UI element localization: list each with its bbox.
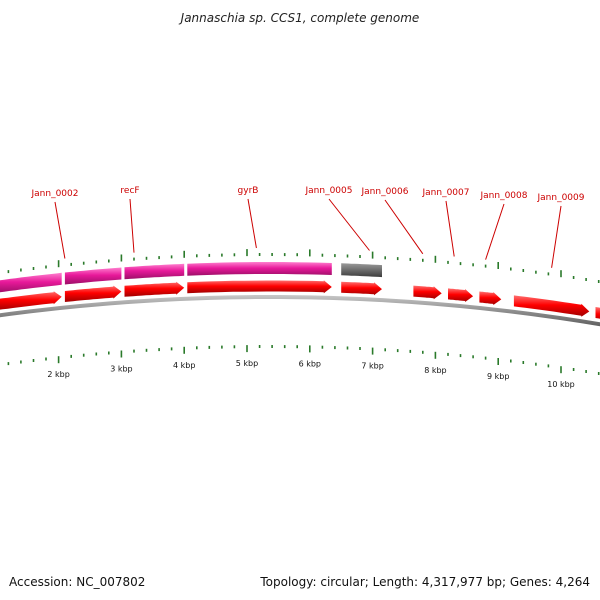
feature-top-1[interactable] <box>0 272 62 293</box>
gene-label-6[interactable]: Jann_0008 <box>480 191 528 201</box>
feature-top-4[interactable] <box>187 262 332 276</box>
feature-top-3[interactable] <box>124 263 185 280</box>
feature-arrow-5[interactable] <box>341 281 382 296</box>
feature-track-bottom <box>0 280 600 322</box>
gene-label-7[interactable]: Jann_0009 <box>537 193 585 203</box>
scale-label-3: 5 kbp <box>236 359 258 368</box>
leader-line-3 <box>328 198 370 251</box>
genome-summary: Topology: circular; Length: 4,317,977 bp… <box>260 575 590 589</box>
genome-backbone <box>0 295 600 327</box>
feature-arrow-3[interactable] <box>124 281 185 297</box>
feature-arrow-10[interactable] <box>595 307 600 322</box>
leader-line-1 <box>129 198 135 253</box>
feature-top-5[interactable] <box>341 263 382 278</box>
gene-label-5[interactable]: Jann_0007 <box>422 188 470 198</box>
gene-label-4[interactable]: Jann_0006 <box>361 187 409 197</box>
accession-text: Accession: NC_007802 <box>9 575 146 589</box>
leader-line-0 <box>54 201 66 259</box>
leader-line-2 <box>247 198 257 249</box>
backbone-arc <box>0 295 600 327</box>
scale-label-6: 8 kbp <box>424 366 446 375</box>
scale-label-5: 7 kbp <box>361 362 383 371</box>
page-title: Jannaschia sp. CCS1, complete genome <box>180 11 420 25</box>
scale-label-0: 2 kbp <box>47 370 69 379</box>
gene-label-3[interactable]: Jann_0005 <box>305 186 353 196</box>
feature-arrow-7[interactable] <box>448 288 474 302</box>
feature-track-top <box>0 262 382 293</box>
gene-label-2[interactable]: gyrB <box>238 186 259 196</box>
feature-arrow-2[interactable] <box>64 285 122 302</box>
gene-label-1[interactable]: recF <box>120 186 139 196</box>
leader-line-6 <box>485 203 505 260</box>
scale-label-7: 9 kbp <box>487 372 509 381</box>
gene-label-0[interactable]: Jann_0002 <box>31 189 79 199</box>
feature-arrow-6[interactable] <box>413 285 442 300</box>
scale-label-2: 4 kbp <box>173 361 195 370</box>
feature-top-2[interactable] <box>64 267 122 285</box>
feature-arrow-8[interactable] <box>479 291 502 306</box>
leader-line-4 <box>384 199 424 255</box>
scale-label-4: 6 kbp <box>299 359 321 368</box>
feature-arrow-4[interactable] <box>187 280 332 294</box>
scale-label-8: 10 kbp <box>547 380 575 389</box>
feature-labels: Jann_0002 recF gyrB Jann_0005 Jann_0006 Jann_… <box>31 186 585 268</box>
leader-line-7 <box>551 205 562 268</box>
leader-line-5 <box>445 200 455 257</box>
feature-arrow-9[interactable] <box>513 295 590 317</box>
feature-arrow-1[interactable] <box>0 291 62 311</box>
scale-ticks: 2 kbp 3 kbp 4 kbp 5 kbp 6 kbp 7 kbp 8 kbp 9 kbp… <box>7 249 600 389</box>
scale-label-1: 3 kbp <box>110 365 132 374</box>
